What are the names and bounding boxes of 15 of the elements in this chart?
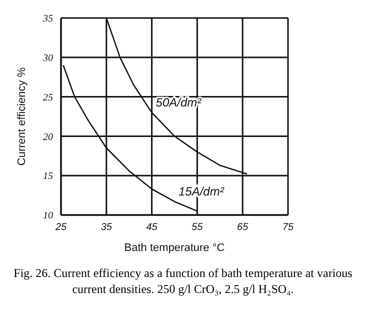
y-tick-label: 35: [42, 14, 53, 25]
x-tick-label: 25: [54, 222, 67, 234]
x-tick-label: 75: [282, 222, 294, 234]
y-tick-label: 10: [43, 210, 53, 222]
x-axis-title: Bath temperature °C: [124, 242, 225, 254]
y-tick-label: 20: [43, 132, 53, 143]
x-tick-label: 55: [192, 222, 204, 234]
y-tick-label: 15: [43, 171, 53, 182]
x-tick-label: 45: [146, 222, 158, 234]
x-tick-label: 35: [100, 222, 112, 234]
caption: Fig. 26. Current efficiency as a function of bath temperature at various current densities. 250 g/l CrO₃, 2.5 g/l H₂SO₄.: [12, 266, 354, 298]
y-tick-label: 30: [42, 52, 53, 64]
x-tick-label: 65: [237, 222, 249, 234]
y-tick-label: 25: [43, 92, 53, 104]
y-axis-title: Current efficiency %: [16, 67, 28, 166]
